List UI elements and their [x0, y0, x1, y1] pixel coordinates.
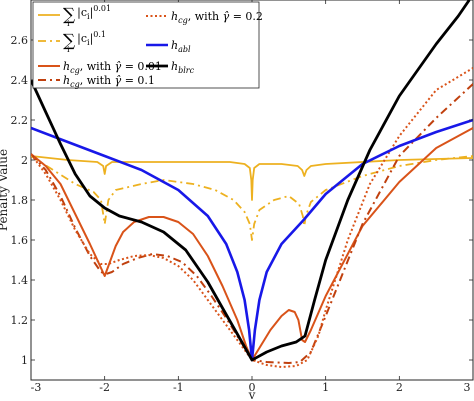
legend-text-series-2: ∑ |ci|0.1 i — [63, 27, 110, 54]
y-tick-label: 1.4 — [11, 274, 29, 287]
y-tick-label: 2.4 — [11, 74, 29, 87]
x-axis-label: v — [248, 388, 256, 401]
legend-text-series-7: hblrc — [171, 60, 195, 75]
legend-text-series-3: hcg, with γ̂ = 0.01 — [63, 60, 162, 75]
x-tick-label: 0 — [249, 381, 256, 394]
series-line-1 — [31, 155, 473, 201]
y-axis-label: Penalty Value — [0, 149, 10, 231]
series-line-2 — [31, 155, 473, 241]
y-tick-label: 1.2 — [11, 314, 29, 327]
x-tick-label: -2 — [99, 381, 110, 394]
y-tick-label: 1.6 — [11, 234, 29, 247]
legend: ∑ |ci|0.01 i ∑ |ci|0.1 i hcg, with γ̂ = 0.… — [32, 1, 263, 89]
x-tick-label: 3 — [464, 381, 471, 394]
x-tick-label: 1 — [322, 381, 329, 394]
ticks-layer: -3 -2 -1 0 1 2 3 1 1.2 1.4 1.6 1.8 2 2.2 2.4 2.6 — [11, 0, 474, 394]
y-tick-label: 2.2 — [11, 114, 29, 127]
x-tick-label: -1 — [173, 381, 184, 394]
y-tick-label: 2.6 — [11, 34, 29, 47]
legend-text-series-1: ∑ |ci|0.01 i — [63, 1, 115, 28]
legend-text-series-6: habl — [171, 39, 191, 54]
series-layer — [31, 0, 473, 368]
legend-text-series-4: hcg, with γ̂ = 0.1 — [63, 74, 155, 89]
x-tick-label: 2 — [396, 381, 403, 394]
x-tick-label: -3 — [31, 381, 42, 394]
y-tick-label: 1.8 — [11, 194, 29, 207]
y-tick-label: 2 — [21, 154, 28, 167]
series-line-7 — [31, 0, 471, 362]
y-tick-label: 1 — [21, 354, 28, 367]
legend-text-series-5: hcg, with γ̂ = 0.2 — [171, 10, 263, 25]
